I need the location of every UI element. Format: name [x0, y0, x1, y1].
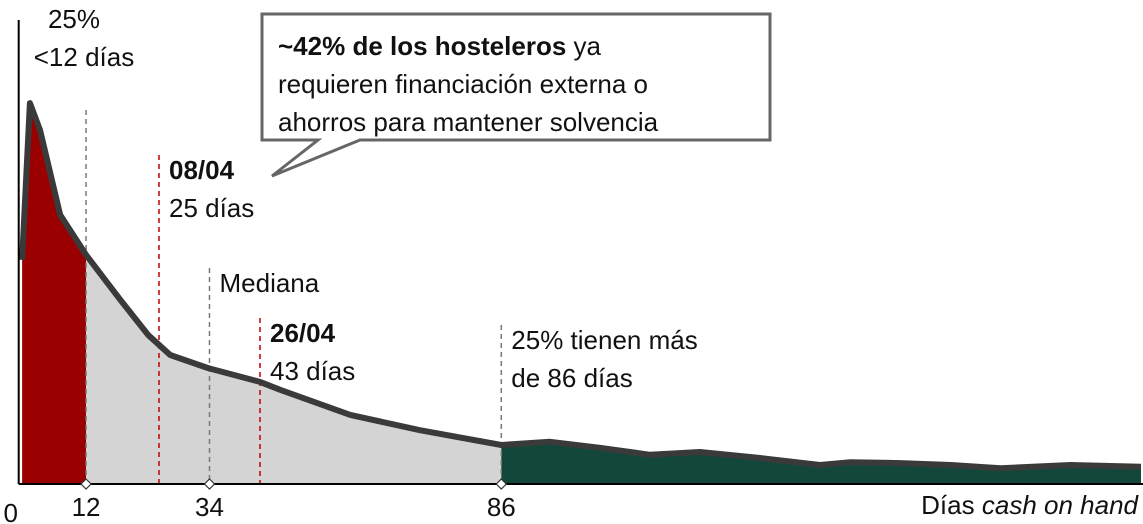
tick-mark [495, 478, 508, 490]
x-axis-label: Días cash on hand [921, 490, 1139, 520]
x-tick-label: 34 [195, 492, 224, 522]
callout-text: ~42% de los hosteleros ya [278, 31, 602, 61]
annotation: de 86 días [511, 363, 632, 393]
annotation: 25% [48, 4, 100, 34]
annotation: 43 días [270, 356, 355, 386]
x-tick-label: 0 [3, 498, 17, 524]
x-tick-label: 12 [72, 492, 101, 522]
callout-box [260, 12, 772, 178]
area-region [22, 103, 87, 484]
annotation-bold: 08/04 [169, 155, 235, 185]
annotation: <12 días [34, 42, 134, 72]
annotation: Mediana [219, 268, 319, 298]
annotation: 25 días [169, 193, 254, 223]
tick-mark [203, 478, 216, 490]
annotation-bold: 26/04 [270, 318, 336, 348]
x-tick-label: 86 [487, 492, 516, 522]
density-line [19, 100, 1142, 472]
annotation: 25% tienen más [511, 325, 697, 355]
callout-text: requieren financiación externa o [278, 69, 648, 99]
tick-mark [80, 478, 92, 490]
area-region [501, 441, 1141, 484]
callout-text: ahorros para mantener solvencia [278, 107, 659, 137]
